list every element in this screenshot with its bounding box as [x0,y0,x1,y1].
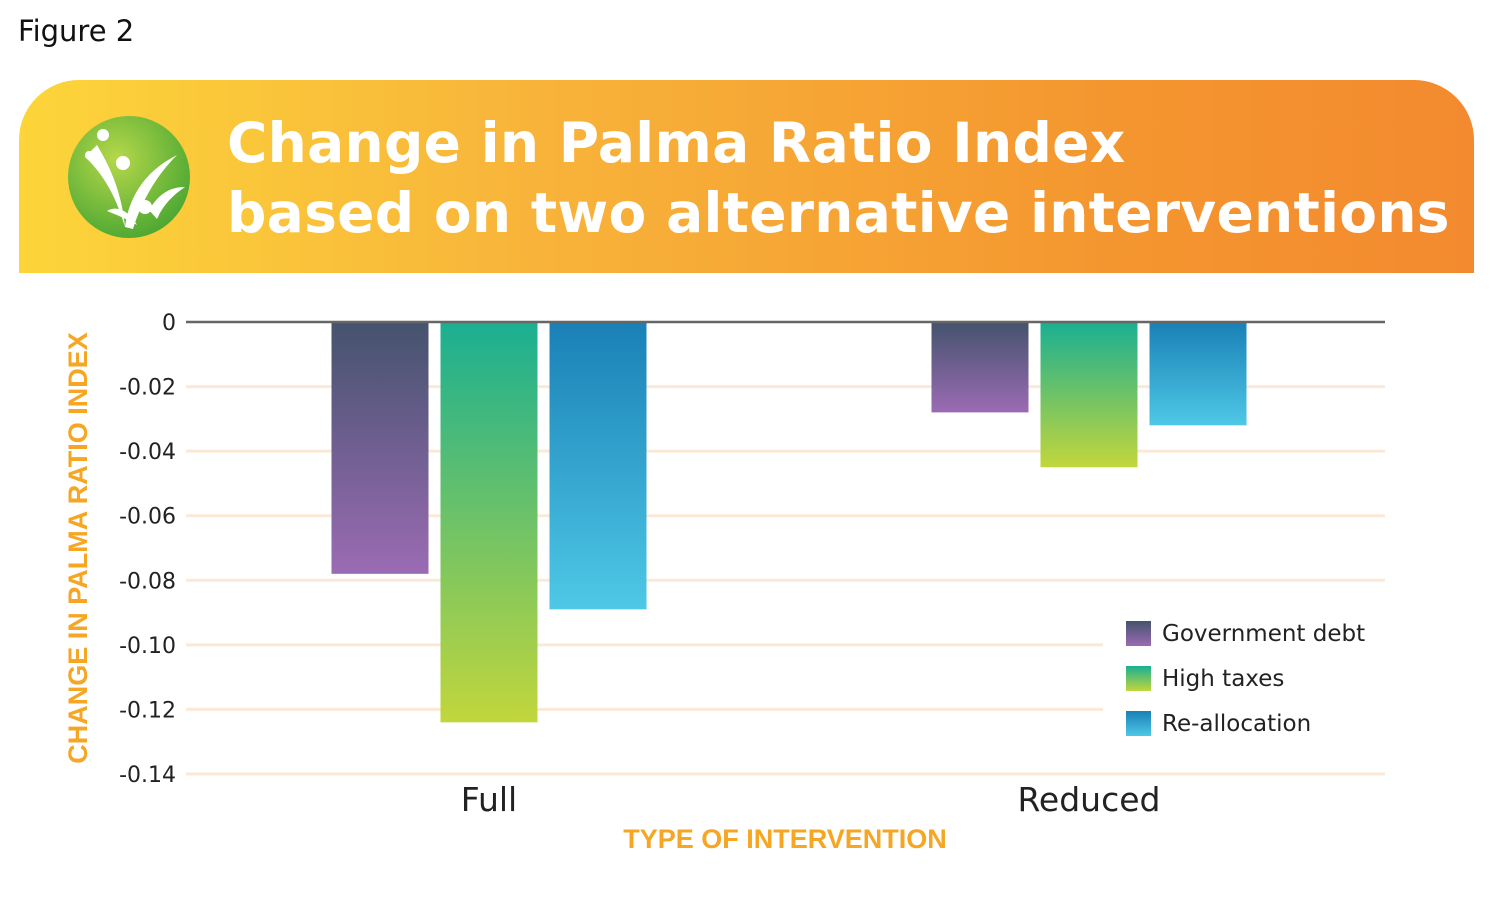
bar-re-allocation-full [549,322,647,610]
legend-swatch [1126,666,1151,691]
title-banner: Change in Palma Ratio Index based on two… [19,80,1474,273]
legend-swatch [1126,621,1151,646]
bar-high-taxes-reduced [1040,322,1138,468]
legend-label: High taxes [1162,666,1284,692]
x-category-label: Full [461,780,517,819]
y-tick-label: -0.14 [119,763,176,788]
figure-label: Figure 2 [18,14,135,48]
banner-title-line1: Change in Palma Ratio Index [227,111,1126,175]
y-axis-title: CHANGE IN PALMA RATIO INDEX [63,332,93,764]
y-tick-label: -0.08 [119,569,176,594]
y-tick-label: -0.12 [119,698,176,723]
bar-re-allocation-reduced [1149,322,1247,426]
banner-title-line2: based on two alternative interventions [227,181,1450,245]
x-axis-title: TYPE OF INTERVENTION [623,824,947,854]
y-tick-label: -0.06 [119,505,176,530]
bar-government-debt-reduced [931,322,1029,413]
y-tick-label: -0.02 [119,376,176,401]
y-tick-label: -0.04 [119,440,176,465]
bars [331,322,1247,723]
axes: 0 -0.02 -0.04 -0.06 -0.08 -0.10 -0.12 -0.14 Full… [63,311,1385,854]
legend-swatch [1126,711,1151,736]
bar-high-taxes-full [440,322,538,723]
sprouting-figures-logo-icon [68,116,190,238]
legend-label: Re-allocation [1162,711,1311,737]
y-tick-label: -0.10 [119,634,176,659]
legend: Government debt High taxes Re-allocation [1103,605,1385,753]
bar-government-debt-full [331,322,429,574]
banner-title: Change in Palma Ratio Index based on two… [227,108,1450,248]
y-tick-label: 0 [162,311,176,336]
legend-label: Government debt [1162,621,1365,647]
x-category-label: Reduced [1017,780,1160,819]
